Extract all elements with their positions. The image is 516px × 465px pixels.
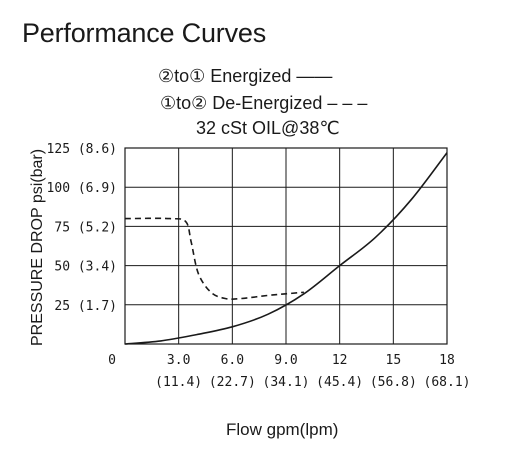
x-tick-sublabel: (68.1) (424, 375, 471, 390)
x-tick-label: 3.0 (167, 353, 190, 368)
y-tick-label: 25 (1.7) (54, 299, 117, 314)
x-tick-label: 12 (332, 353, 348, 368)
x-tick-label: 18 (439, 353, 455, 368)
x-tick-sublabel: (11.4) (155, 375, 202, 390)
y-axis-label: PRESSURE DROP psi(bar) (29, 149, 46, 346)
y-tick-label: 125 (8.6) (47, 142, 117, 157)
y-tick-label: 100 (6.9) (47, 181, 117, 196)
x-tick-label: 0 (108, 353, 116, 368)
x-tick-sublabel: (22.7) (209, 375, 256, 390)
x-tick-sublabel: (45.4) (316, 375, 363, 390)
page-title: Performance Curves (22, 18, 266, 48)
chart-grid (124, 147, 448, 345)
series-energized-line (124, 152, 448, 345)
x-tick-label: 9.0 (274, 353, 297, 368)
y-tick-label: 50 (3.4) (54, 260, 117, 275)
x-tick-label: 6.0 (221, 353, 244, 368)
x-tick-label: 15 (386, 353, 402, 368)
legend-deenergized: ①to② De-Energized – – – (160, 93, 368, 113)
x-tick-sublabel: (56.8) (370, 375, 417, 390)
series-deenergized-line (124, 217, 304, 300)
y-tick-label: 75 (5.2) (54, 220, 117, 235)
x-tick-sublabel: (34.1) (263, 375, 310, 390)
legend-energized: ②to① Energized —— (158, 66, 333, 86)
chart-ticks: 0 3.0 (11.4) 6.0 (22.7) 9.0 (34.1) 12 (45.4) 15 (5… (47, 142, 471, 390)
oil-condition-note: 32 cSt OIL@38℃ (196, 118, 340, 138)
x-axis-label: Flow gpm(lpm) (226, 420, 339, 439)
chart-series (124, 152, 448, 345)
performance-chart: 0 3.0 (11.4) 6.0 (22.7) 9.0 (34.1) 12 (45.4) 15 (5… (29, 142, 471, 390)
